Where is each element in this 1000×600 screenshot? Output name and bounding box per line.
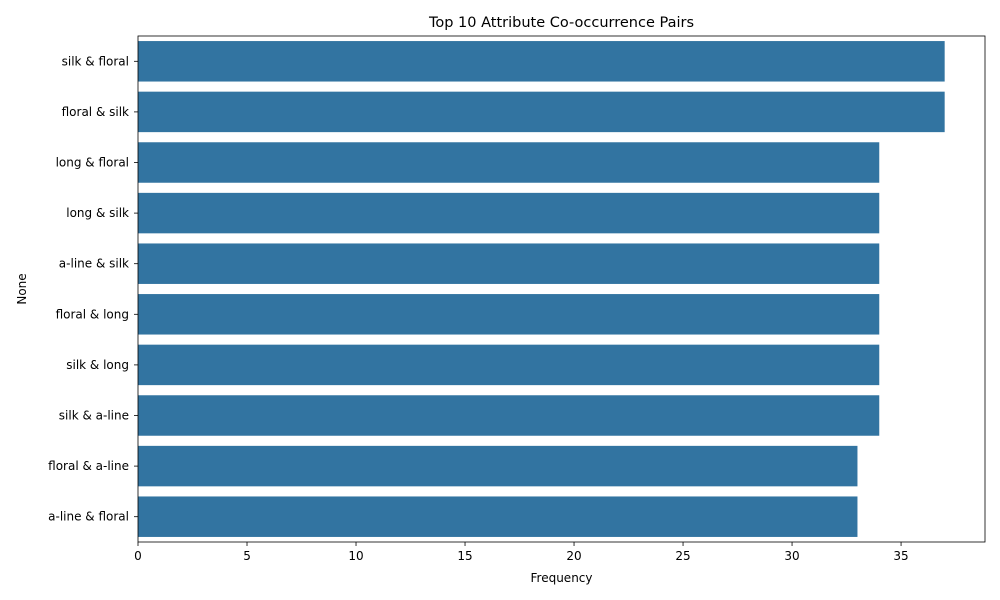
chart-title: Top 10 Attribute Co-occurrence Pairs <box>428 15 694 31</box>
x-tick-label: 0 <box>134 549 142 563</box>
x-tick-label: 20 <box>566 549 581 563</box>
bar <box>138 496 858 537</box>
y-axis-ticks: silk & floral floral & silk long & floral l… <box>48 54 138 524</box>
plot-frame <box>137 35 986 543</box>
x-axis-ticks: 0 5 10 15 20 25 30 35 <box>134 542 909 563</box>
x-tick-label: 10 <box>348 549 363 563</box>
y-tick-label: silk & a-line <box>59 409 129 423</box>
bar <box>138 344 880 386</box>
y-axis-label: None <box>15 273 29 304</box>
x-tick-label: 25 <box>675 549 690 563</box>
bar <box>138 41 945 82</box>
y-tick-label: floral & silk <box>62 105 129 119</box>
bar <box>138 142 880 183</box>
y-tick-label: silk & long <box>66 358 129 372</box>
y-tick-label: long & silk <box>66 206 129 220</box>
y-tick-label: floral & long <box>56 307 129 321</box>
bar <box>138 395 880 436</box>
y-tick-label: a-line & silk <box>59 257 129 271</box>
bar <box>138 445 858 487</box>
y-tick-label: a-line & floral <box>48 510 129 524</box>
bar <box>138 243 880 284</box>
bar <box>138 294 880 335</box>
bar <box>138 192 880 234</box>
y-tick-label: long & floral <box>56 156 129 170</box>
x-tick-label: 35 <box>893 549 908 563</box>
y-tick-label: floral & a-line <box>48 459 129 473</box>
x-axis-label: Frequency <box>531 571 593 585</box>
y-tick-label: silk & floral <box>62 54 129 68</box>
bars-group <box>138 41 945 537</box>
x-tick-label: 5 <box>243 549 251 563</box>
x-tick-label: 15 <box>457 549 472 563</box>
bar <box>138 91 945 133</box>
x-tick-label: 30 <box>784 549 799 563</box>
